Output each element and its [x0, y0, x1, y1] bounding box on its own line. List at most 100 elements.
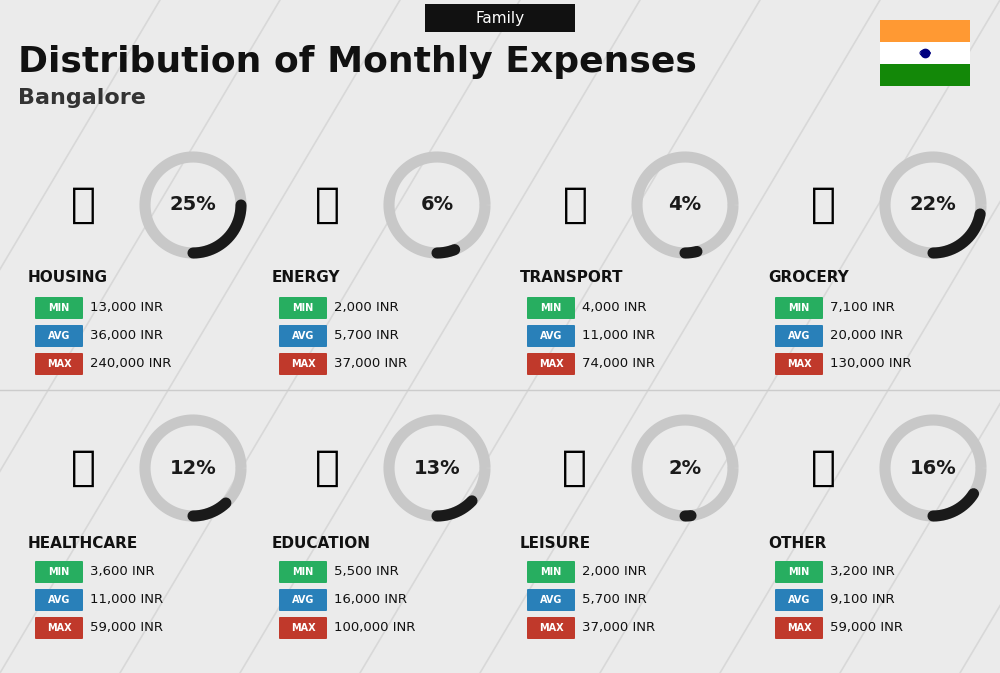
- Text: 240,000 INR: 240,000 INR: [90, 357, 171, 371]
- Text: LEISURE: LEISURE: [520, 536, 591, 551]
- FancyBboxPatch shape: [527, 325, 575, 347]
- Text: MAX: MAX: [787, 623, 811, 633]
- Text: 6%: 6%: [420, 195, 454, 215]
- FancyBboxPatch shape: [279, 297, 327, 319]
- FancyBboxPatch shape: [527, 561, 575, 583]
- FancyBboxPatch shape: [527, 589, 575, 611]
- FancyBboxPatch shape: [775, 589, 823, 611]
- FancyBboxPatch shape: [775, 353, 823, 375]
- Text: TRANSPORT: TRANSPORT: [520, 271, 624, 285]
- Text: 59,000 INR: 59,000 INR: [830, 621, 903, 635]
- Text: 🛒: 🛒: [810, 184, 836, 226]
- Text: ENERGY: ENERGY: [272, 271, 340, 285]
- FancyBboxPatch shape: [35, 617, 83, 639]
- FancyBboxPatch shape: [279, 589, 327, 611]
- Text: Bangalore: Bangalore: [18, 88, 146, 108]
- Text: 37,000 INR: 37,000 INR: [334, 357, 407, 371]
- Text: 🏥: 🏥: [70, 447, 96, 489]
- Text: 🎓: 🎓: [314, 447, 340, 489]
- Text: 🚌: 🚌: [562, 184, 588, 226]
- FancyBboxPatch shape: [775, 561, 823, 583]
- Text: AVG: AVG: [788, 331, 810, 341]
- Text: 12%: 12%: [170, 458, 216, 478]
- FancyBboxPatch shape: [775, 325, 823, 347]
- FancyBboxPatch shape: [35, 353, 83, 375]
- Text: OTHER: OTHER: [768, 536, 826, 551]
- Text: MIN: MIN: [788, 567, 810, 577]
- Text: MAX: MAX: [787, 359, 811, 369]
- Text: 36,000 INR: 36,000 INR: [90, 330, 163, 343]
- Text: 37,000 INR: 37,000 INR: [582, 621, 655, 635]
- FancyBboxPatch shape: [880, 64, 970, 86]
- Text: EDUCATION: EDUCATION: [272, 536, 371, 551]
- FancyBboxPatch shape: [279, 325, 327, 347]
- FancyBboxPatch shape: [880, 42, 970, 64]
- FancyBboxPatch shape: [775, 617, 823, 639]
- Text: AVG: AVG: [48, 595, 70, 605]
- Text: MAX: MAX: [539, 359, 563, 369]
- Text: 2,000 INR: 2,000 INR: [334, 302, 399, 314]
- Text: AVG: AVG: [788, 595, 810, 605]
- Text: 5,500 INR: 5,500 INR: [334, 565, 399, 579]
- Text: MIN: MIN: [292, 303, 314, 313]
- Text: AVG: AVG: [540, 331, 562, 341]
- Text: 20,000 INR: 20,000 INR: [830, 330, 903, 343]
- Text: 🔌: 🔌: [314, 184, 340, 226]
- Text: 22%: 22%: [910, 195, 956, 215]
- FancyBboxPatch shape: [35, 589, 83, 611]
- Text: AVG: AVG: [540, 595, 562, 605]
- Text: MAX: MAX: [47, 623, 71, 633]
- Text: 16,000 INR: 16,000 INR: [334, 594, 407, 606]
- Text: 11,000 INR: 11,000 INR: [90, 594, 163, 606]
- Text: MAX: MAX: [291, 359, 315, 369]
- Text: 5,700 INR: 5,700 INR: [582, 594, 647, 606]
- FancyBboxPatch shape: [279, 353, 327, 375]
- FancyBboxPatch shape: [35, 297, 83, 319]
- Text: Family: Family: [475, 11, 525, 26]
- Text: 5,700 INR: 5,700 INR: [334, 330, 399, 343]
- FancyBboxPatch shape: [279, 561, 327, 583]
- Text: MIN: MIN: [540, 303, 562, 313]
- FancyBboxPatch shape: [35, 325, 83, 347]
- Text: MIN: MIN: [788, 303, 810, 313]
- Text: MAX: MAX: [291, 623, 315, 633]
- FancyBboxPatch shape: [775, 297, 823, 319]
- Text: 3,600 INR: 3,600 INR: [90, 565, 155, 579]
- FancyBboxPatch shape: [527, 297, 575, 319]
- Text: 13,000 INR: 13,000 INR: [90, 302, 163, 314]
- Text: 🏢: 🏢: [70, 184, 96, 226]
- FancyBboxPatch shape: [527, 617, 575, 639]
- FancyBboxPatch shape: [425, 4, 575, 32]
- Text: 9,100 INR: 9,100 INR: [830, 594, 895, 606]
- FancyBboxPatch shape: [880, 20, 970, 42]
- Text: MAX: MAX: [47, 359, 71, 369]
- Text: 13%: 13%: [414, 458, 460, 478]
- Text: 2,000 INR: 2,000 INR: [582, 565, 647, 579]
- Text: HOUSING: HOUSING: [28, 271, 108, 285]
- Text: 16%: 16%: [910, 458, 956, 478]
- Text: 2%: 2%: [668, 458, 702, 478]
- Text: MIN: MIN: [48, 303, 70, 313]
- FancyBboxPatch shape: [279, 617, 327, 639]
- Text: 25%: 25%: [170, 195, 216, 215]
- Text: AVG: AVG: [292, 331, 314, 341]
- Text: MIN: MIN: [540, 567, 562, 577]
- FancyBboxPatch shape: [35, 561, 83, 583]
- Text: GROCERY: GROCERY: [768, 271, 849, 285]
- Text: 4,000 INR: 4,000 INR: [582, 302, 646, 314]
- Text: 3,200 INR: 3,200 INR: [830, 565, 895, 579]
- Text: AVG: AVG: [48, 331, 70, 341]
- Text: Distribution of Monthly Expenses: Distribution of Monthly Expenses: [18, 45, 697, 79]
- Text: 59,000 INR: 59,000 INR: [90, 621, 163, 635]
- Text: 100,000 INR: 100,000 INR: [334, 621, 415, 635]
- Text: MIN: MIN: [292, 567, 314, 577]
- FancyBboxPatch shape: [527, 353, 575, 375]
- Text: 🛍️: 🛍️: [562, 447, 588, 489]
- Text: 7,100 INR: 7,100 INR: [830, 302, 895, 314]
- Text: MAX: MAX: [539, 623, 563, 633]
- Text: 4%: 4%: [668, 195, 702, 215]
- Text: 💰: 💰: [810, 447, 836, 489]
- Text: 130,000 INR: 130,000 INR: [830, 357, 912, 371]
- Text: AVG: AVG: [292, 595, 314, 605]
- Text: MIN: MIN: [48, 567, 70, 577]
